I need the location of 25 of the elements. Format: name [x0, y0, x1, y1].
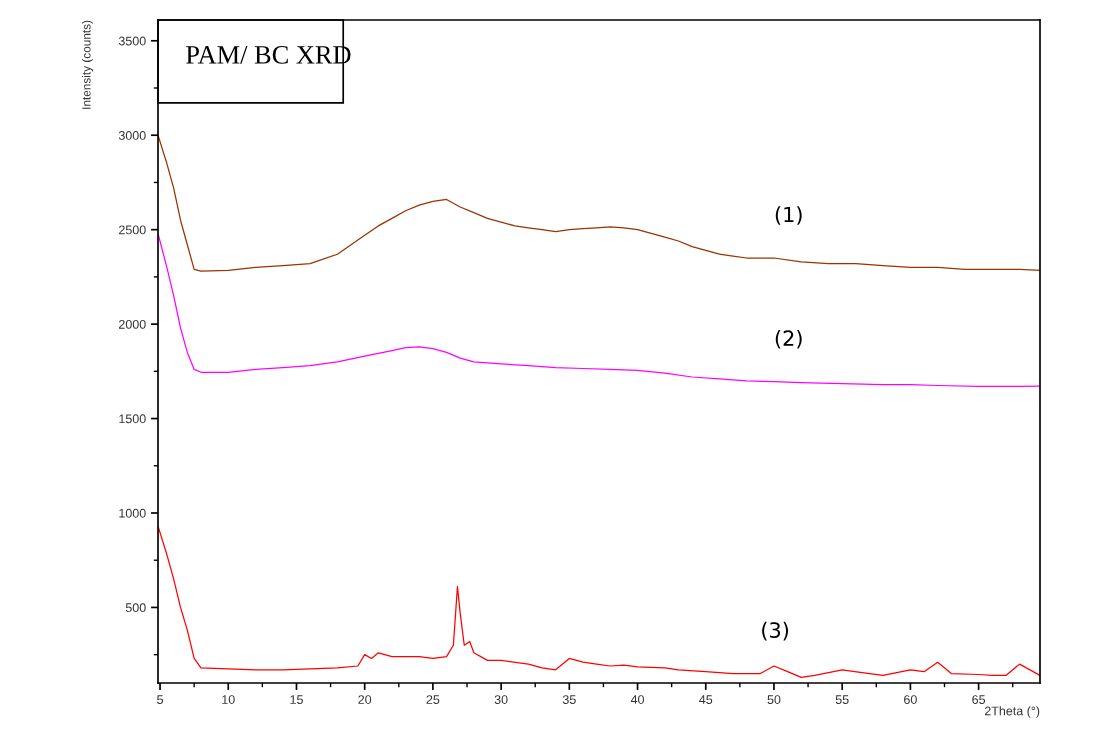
y-tick-label: 3000: [118, 131, 146, 140]
y-axis-title: Intensity (counts): [81, 20, 93, 109]
x-axis-title: 2Theta (°): [984, 706, 1040, 718]
x-tick-label: 5: [157, 695, 163, 704]
series-label: (2): [775, 330, 802, 349]
x-tick-label: 45: [699, 695, 713, 704]
x-tick-label: 65: [972, 695, 986, 704]
x-tick-label: 15: [290, 695, 303, 704]
x-tick-label: 55: [835, 695, 849, 704]
y-tick-label: 1500: [119, 414, 146, 424]
y-tick-label: 2000: [119, 319, 146, 329]
x-tick-label: 30: [494, 695, 508, 704]
y-tick-label: 500: [125, 603, 146, 613]
x-tick-label: 10: [222, 695, 235, 704]
x-tick-label: 20: [358, 695, 372, 704]
series-label: (3): [762, 621, 789, 641]
x-tick-label: 50: [767, 695, 781, 704]
x-tick-label: 40: [630, 695, 644, 704]
x-tick-label: 60: [904, 695, 917, 704]
series-label: (1): [775, 206, 802, 225]
x-tick-label: 35: [562, 695, 576, 704]
x-tick-label: 25: [426, 695, 440, 704]
y-tick-label: 3500: [118, 36, 146, 46]
y-tick-label: 2500: [119, 225, 146, 235]
y-tick-label: 1000: [119, 508, 146, 518]
